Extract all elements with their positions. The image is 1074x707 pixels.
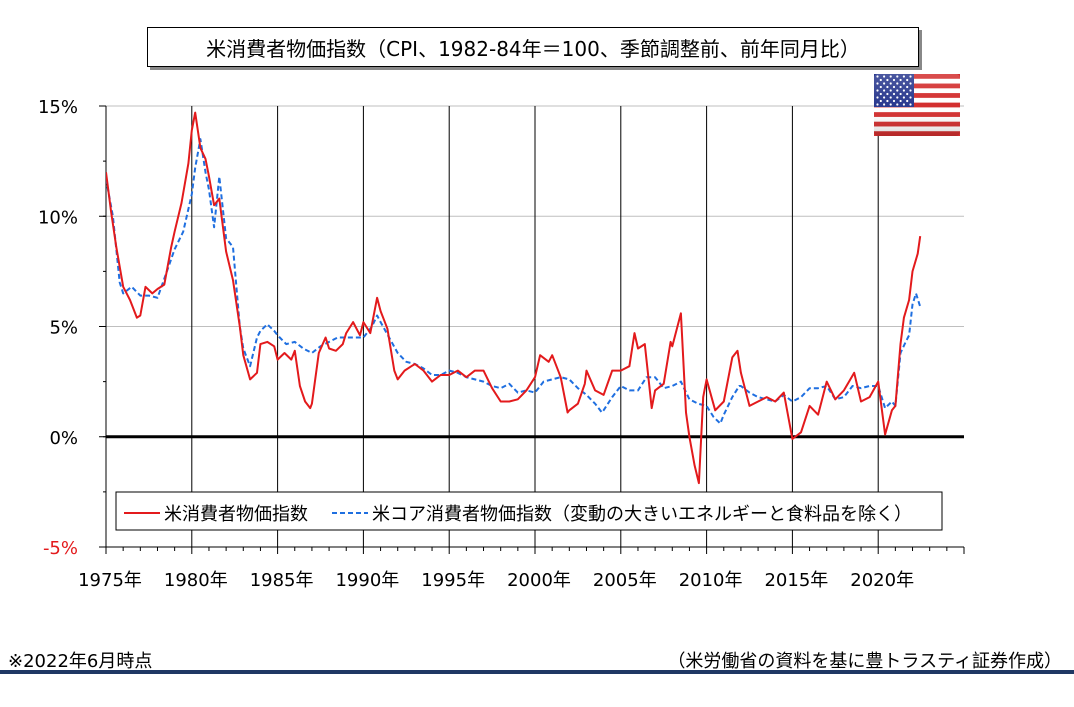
- axes: [99, 105, 965, 554]
- x-tick-label: 2010年: [679, 570, 743, 591]
- x-tick-label: 1975年: [78, 570, 142, 591]
- x-tick-label: 2020年: [850, 570, 914, 591]
- x-tick-label: 1980年: [164, 570, 228, 591]
- legend-label-cpi: 米消費者物価指数: [164, 504, 308, 525]
- bottom-rule: [0, 670, 1074, 674]
- chart-title: 米消費者物価指数（CPI、1982-84年＝100、季節調整前、前年同月比）: [147, 27, 919, 67]
- x-tick-label: 1985年: [250, 570, 314, 591]
- tick-labels: 15% 10% 5% 0% -5%1975年 1980年 1985年 1990年 1995年 20…: [38, 97, 914, 591]
- us-flag-icon: [874, 74, 960, 136]
- footnote: ※2022年6月時点: [8, 651, 153, 672]
- x-tick-label: 2005年: [593, 570, 657, 591]
- y-tick-label: 15%: [38, 97, 78, 118]
- x-tick-label: 2015年: [764, 570, 828, 591]
- y-tick-label: 10%: [38, 207, 78, 228]
- legend-label-core: 米コア消費者物価指数（変動の大きいエネルギーと食料品を除く）: [372, 504, 912, 525]
- source-note: （米労働省の資料を基に豊トラスティ証券作成）: [667, 651, 1062, 672]
- grid-lines: [106, 105, 964, 547]
- series-line-cpi: [106, 111, 922, 485]
- y-tick-label: 0%: [49, 428, 78, 449]
- series-layer: [106, 111, 922, 485]
- y-tick-label: 5%: [49, 318, 78, 339]
- legend: 米消費者物価指数 米コア消費者物価指数（変動の大きいエネルギーと食料品を除く）: [115, 491, 943, 531]
- x-tick-label: 1995年: [421, 570, 485, 591]
- x-tick-label: 2000年: [507, 570, 571, 591]
- series-line-core-cpi: [106, 138, 922, 425]
- y-tick-label: -5%: [43, 538, 78, 559]
- x-tick-label: 1990年: [335, 570, 399, 591]
